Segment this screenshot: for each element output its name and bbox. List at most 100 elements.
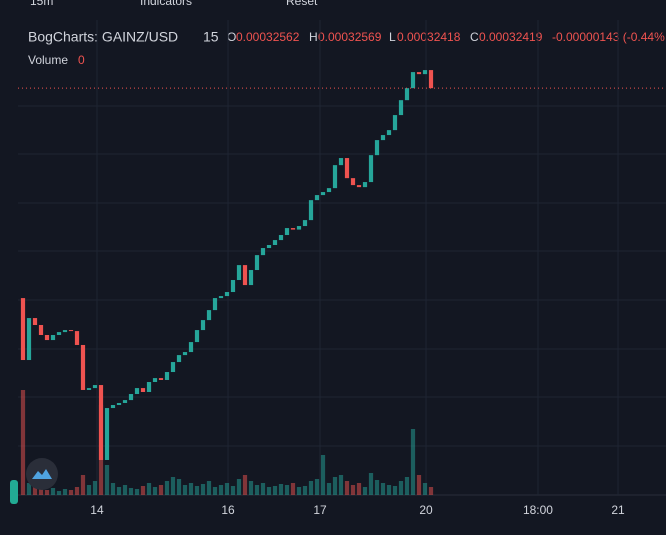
- volume-value: 0: [78, 53, 85, 67]
- volume-bar: [386, 485, 392, 495]
- candle-body: [176, 355, 182, 363]
- volume-bar: [176, 479, 182, 495]
- volume-bar: [146, 483, 152, 495]
- volume-bar: [38, 489, 44, 495]
- candle-body: [266, 245, 272, 249]
- candle-body: [218, 296, 224, 299]
- volume-bar: [230, 486, 236, 495]
- volume-bar: [350, 485, 356, 495]
- volume-bar: [362, 487, 368, 495]
- volume-bar: [56, 491, 62, 495]
- volume-bar: [218, 485, 224, 495]
- candle-body: [236, 265, 242, 281]
- ohlc-key: O: [227, 30, 236, 44]
- candle-body: [296, 226, 302, 230]
- candle-body: [194, 330, 200, 343]
- volume-bar: [110, 483, 116, 495]
- volume-bar: [332, 477, 338, 495]
- volume-bar: [206, 481, 212, 495]
- ohlc-value: 0.00032562: [236, 30, 300, 44]
- candle-body: [86, 388, 92, 390]
- volume-bar: [374, 480, 380, 495]
- volume-bar: [104, 465, 110, 495]
- volume-bar: [356, 483, 362, 495]
- volume-bar: [80, 475, 86, 495]
- volume-bar: [368, 473, 374, 495]
- toolbar-indicators[interactable]: Indicators: [140, 0, 192, 8]
- volume-bar: [428, 487, 434, 495]
- volume-bar: [260, 483, 266, 495]
- candle-body: [158, 378, 164, 380]
- x-tick-label: 16: [221, 503, 235, 517]
- volume-bar: [296, 487, 302, 495]
- candle-body: [152, 378, 158, 383]
- candle-body: [254, 255, 260, 271]
- candle-body: [98, 385, 104, 460]
- candle-body: [302, 220, 308, 227]
- candle-body: [284, 228, 290, 236]
- volume-bar: [344, 481, 350, 495]
- plot: 14 16 17 20 18:00 21: [18, 20, 666, 517]
- candle-body: [92, 385, 98, 389]
- volume-bar: [116, 487, 122, 495]
- candle-body: [332, 165, 338, 189]
- volume-bar: [308, 481, 314, 495]
- candle-body: [188, 342, 194, 353]
- interval: 15: [203, 29, 219, 45]
- volume-bar: [50, 488, 56, 495]
- ohlc-legend: O 0.00032562 H 0.00032569 L 0.00032418 C…: [227, 30, 665, 44]
- candle-body: [56, 332, 62, 335]
- volume-bar: [134, 489, 140, 495]
- candle-body: [410, 72, 416, 89]
- candle-body: [110, 405, 116, 409]
- volume-bar: [242, 475, 248, 495]
- scroll-handle[interactable]: [10, 480, 18, 504]
- candle-body: [242, 265, 248, 286]
- volume-bar: [254, 485, 260, 495]
- x-tick-label: 17: [313, 503, 327, 517]
- candle-body: [422, 70, 428, 75]
- volume-bar: [284, 485, 290, 495]
- volume-bar: [326, 483, 332, 495]
- toolbar-interval[interactable]: 15m: [30, 0, 53, 8]
- toolbar-reset[interactable]: Reset: [286, 0, 318, 8]
- volume-bar: [272, 486, 278, 495]
- volume-bar: [152, 487, 158, 495]
- ohlc-value: 0.00032569: [318, 30, 382, 44]
- volume-bar: [278, 484, 284, 495]
- volume-bar: [128, 488, 134, 495]
- volume-bar: [158, 485, 164, 495]
- candle-body: [68, 330, 74, 332]
- candle-body: [428, 70, 434, 89]
- volume-bar: [290, 483, 296, 495]
- volume-bar: [194, 486, 200, 495]
- volume-bar: [392, 486, 398, 495]
- candle-body: [230, 280, 236, 293]
- candle-body: [362, 182, 368, 188]
- candle-body: [212, 298, 218, 311]
- volume-bar: [26, 483, 32, 495]
- candle-body: [314, 195, 320, 201]
- candle-body: [140, 388, 146, 392]
- volume-bar: [188, 483, 194, 495]
- candle-body: [62, 330, 68, 333]
- candle-body: [128, 394, 134, 401]
- volume-bar: [212, 487, 218, 495]
- logo-icon: [32, 469, 52, 479]
- candle-body: [326, 188, 332, 193]
- volume-bar: [68, 490, 74, 495]
- candle-body: [350, 178, 356, 186]
- candle-body: [170, 362, 176, 373]
- volume-bar: [164, 481, 170, 495]
- volume-bar: [338, 475, 344, 495]
- logo[interactable]: [26, 458, 58, 490]
- volume-bar: [200, 484, 206, 495]
- candle-body: [272, 240, 278, 246]
- volume-bar: [224, 483, 230, 495]
- candle-body: [320, 192, 326, 196]
- candle-body: [164, 372, 170, 380]
- ohlc-key: H: [309, 30, 318, 44]
- x-tick-label: 14: [90, 503, 104, 517]
- volume-bar: [410, 429, 416, 495]
